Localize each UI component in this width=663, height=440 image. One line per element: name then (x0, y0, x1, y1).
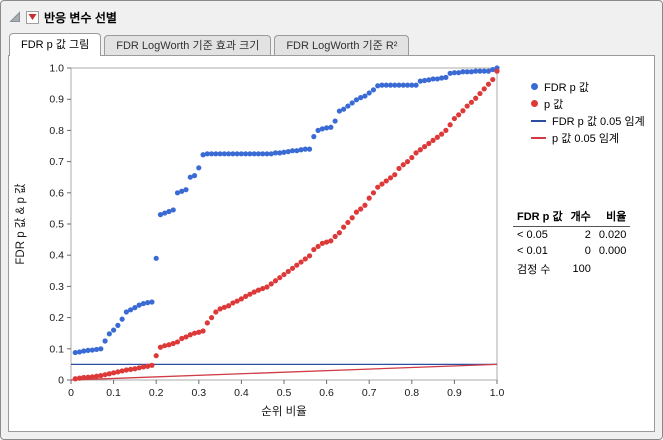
fdr-summary-table: FDR p 값 개수 비율 < 0.05 2 0.020 < 0.01 0 0.… (513, 207, 631, 279)
table-row: < 0.01 0 0.000 (513, 243, 630, 259)
legend-label: FDR p 값 0.05 임계 (552, 115, 645, 128)
p-threshold-line-marker (531, 136, 546, 139)
fdr-p-value-plot[interactable]: 0 0.1 0.2 0.3 0.4 0.5 0.6 0.7 0.8 0.9 1.0 0 0.1 0.2 0.… (11, 58, 511, 429)
svg-text:0.2: 0.2 (49, 312, 64, 324)
legend-label: p 값 0.05 임계 (552, 132, 620, 145)
p-value-dot-marker (531, 100, 538, 107)
report-title: 반응 변수 선별 (44, 10, 117, 25)
tab-effect-size-by-fdr-logworth[interactable]: FDR LogWorth 기준 효과 크기 (104, 35, 272, 56)
legend-item-fdr-p-value[interactable]: FDR p 값 (531, 78, 654, 95)
col-header-ratio: 비율 (594, 207, 631, 227)
col-header-count: 개수 (566, 207, 595, 227)
svg-text:0.5: 0.5 (277, 387, 292, 399)
table-header-row: FDR p 값 개수 비율 (513, 207, 631, 227)
fdr-p-dot-marker (531, 83, 538, 90)
tab-label: FDR LogWorth 기준 R² (286, 40, 398, 52)
legend-item-fdr-threshold[interactable]: FDR p 값 0.05 임계 (531, 112, 654, 129)
svg-text:1.0: 1.0 (490, 387, 505, 399)
svg-text:0.8: 0.8 (49, 125, 64, 137)
svg-text:0.3: 0.3 (49, 281, 64, 293)
tab-rsquare-by-fdr-logworth[interactable]: FDR LogWorth 기준 R² (274, 35, 410, 56)
svg-text:0.8: 0.8 (404, 387, 419, 399)
svg-text:순위 비율: 순위 비율 (261, 405, 307, 418)
svg-text:0: 0 (68, 387, 74, 399)
svg-text:0.7: 0.7 (362, 387, 377, 399)
cell-count: 2 (584, 229, 591, 241)
cell-ratio (595, 259, 631, 279)
fdr-threshold-line-marker (531, 119, 546, 122)
legend-item-p-value[interactable]: p 값 (531, 95, 654, 112)
legend-item-p-threshold[interactable]: p 값 0.05 임계 (531, 129, 654, 146)
svg-text:FDR p 값 & p 값: FDR p 값 & p 값 (14, 183, 27, 265)
red-triangle-menu-icon[interactable] (26, 10, 39, 24)
svg-text:1.0: 1.0 (49, 63, 64, 75)
chart-side-panel: FDR p 값 p 값 FDR p 값 0.05 임계 p 값 0.05 임계 (509, 56, 654, 431)
col-header-fdr-p: FDR p 값 (513, 207, 567, 227)
tab-bar: FDR p 값 그림 FDR LogWorth 기준 효과 크기 FDR Log… (9, 33, 412, 56)
svg-text:0.7: 0.7 (49, 156, 64, 168)
svg-text:0.4: 0.4 (49, 250, 64, 262)
disclosure-triangle-icon[interactable] (9, 11, 21, 23)
cell-threshold-label: < 0.01 (517, 245, 548, 257)
cell-ratio: 0.000 (598, 245, 627, 257)
svg-text:0.9: 0.9 (49, 94, 64, 106)
svg-text:0.1: 0.1 (49, 343, 64, 355)
cell-test-count-label: 검정 수 (517, 264, 551, 276)
table-row: < 0.05 2 0.020 (513, 227, 630, 244)
svg-text:0.5: 0.5 (49, 219, 64, 231)
legend-label: p 값 (544, 98, 564, 111)
cell-ratio: 0.020 (598, 229, 627, 241)
tab-label: FDR LogWorth 기준 효과 크기 (116, 40, 260, 52)
svg-text:0.4: 0.4 (234, 387, 249, 399)
report-header: 반응 변수 선별 (9, 6, 654, 28)
tab-fdr-p-value-plot[interactable]: FDR p 값 그림 (9, 33, 102, 56)
svg-text:0: 0 (58, 375, 64, 387)
cell-threshold-label: < 0.05 (517, 229, 548, 241)
svg-text:0.6: 0.6 (319, 387, 334, 399)
svg-text:0.3: 0.3 (191, 387, 206, 399)
svg-text:0.1: 0.1 (106, 387, 121, 399)
legend: FDR p 값 p 값 FDR p 값 0.05 임계 p 값 0.05 임계 (509, 56, 654, 146)
tab-content-panel: 0 0.1 0.2 0.3 0.4 0.5 0.6 0.7 0.8 0.9 1.0 0 0.1 0.2 0.… (8, 55, 655, 432)
svg-text:0.2: 0.2 (149, 387, 164, 399)
tab-label: FDR p 값 그림 (21, 39, 90, 51)
cell-count: 0 (584, 245, 591, 257)
svg-text:0.6: 0.6 (49, 187, 64, 199)
cell-count: 100 (572, 263, 591, 275)
svg-text:0.9: 0.9 (447, 387, 462, 399)
table-row: 검정 수 100 (513, 259, 630, 279)
legend-label: FDR p 값 (544, 81, 589, 94)
